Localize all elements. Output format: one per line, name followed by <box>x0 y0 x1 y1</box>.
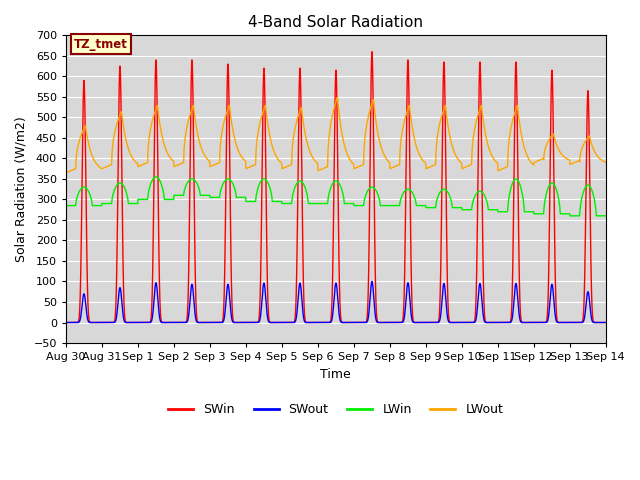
SWout <box>554 320 562 325</box>
LWin <box>62 203 70 208</box>
SWout <box>570 320 577 325</box>
LWout <box>212 161 220 167</box>
SWin <box>368 49 376 55</box>
SWin <box>62 320 70 325</box>
SWin <box>493 320 500 325</box>
SWout <box>351 320 359 325</box>
SWout <box>602 320 609 325</box>
LWout <box>570 160 577 166</box>
LWin <box>570 213 577 219</box>
Title: 4-Band Solar Radiation: 4-Band Solar Radiation <box>248 15 423 30</box>
SWin <box>363 316 371 322</box>
LWout <box>554 146 562 152</box>
LWin <box>554 194 562 200</box>
LWin <box>213 194 221 200</box>
LWout <box>62 170 70 176</box>
LWin <box>364 189 371 194</box>
LWin <box>152 174 160 180</box>
SWout <box>212 320 220 325</box>
Text: TZ_tmet: TZ_tmet <box>74 37 128 51</box>
LWout <box>364 119 371 125</box>
Legend: SWin, SWout, LWin, LWout: SWin, SWout, LWin, LWout <box>163 398 508 421</box>
SWout <box>493 320 500 325</box>
SWout <box>368 278 376 284</box>
LWout <box>493 159 500 165</box>
SWout <box>62 320 70 325</box>
SWin <box>602 320 609 325</box>
SWin <box>570 320 577 325</box>
Line: SWin: SWin <box>66 52 605 323</box>
SWin <box>351 320 359 325</box>
LWin <box>602 213 609 219</box>
LWin <box>493 207 500 213</box>
SWin <box>212 320 220 325</box>
LWin <box>351 203 359 208</box>
Line: LWout: LWout <box>66 97 605 173</box>
LWin <box>566 213 574 219</box>
SWout <box>363 319 371 325</box>
LWout <box>351 165 359 171</box>
Line: LWin: LWin <box>66 177 605 216</box>
Y-axis label: Solar Radiation (W/m2): Solar Radiation (W/m2) <box>15 116 28 262</box>
SWin <box>554 320 562 325</box>
Line: SWout: SWout <box>66 281 605 323</box>
LWout <box>333 95 341 100</box>
X-axis label: Time: Time <box>321 368 351 381</box>
LWout <box>602 159 609 165</box>
